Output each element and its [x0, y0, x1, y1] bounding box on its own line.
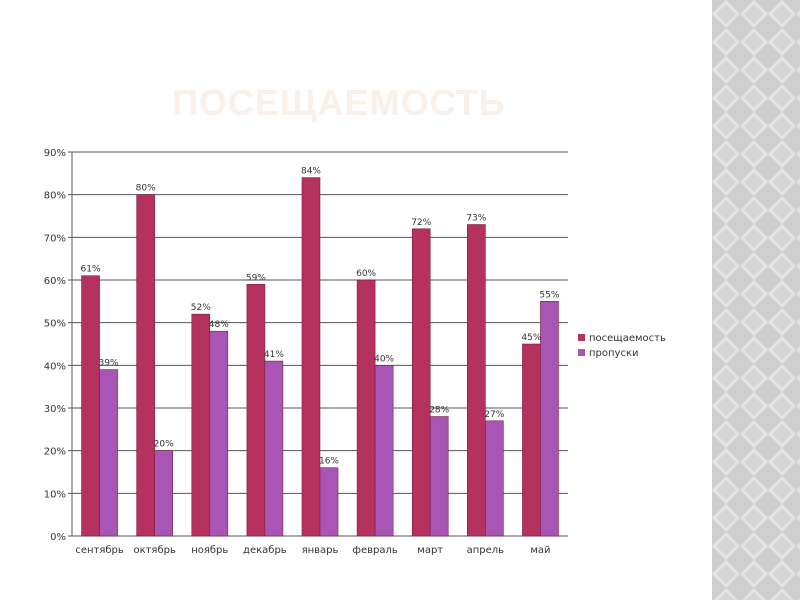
data-label: 16% [319, 457, 339, 467]
bar-absences [99, 369, 118, 537]
data-label: 28% [429, 406, 449, 416]
bar-attendance [191, 313, 211, 537]
data-label: 59% [246, 273, 266, 283]
x-tick-label: апрель [467, 545, 505, 556]
data-label: 84% [301, 167, 321, 177]
bar-absences [264, 360, 284, 537]
bar-chart: 0% 10% 20% 30% 40% 50% 60% 70% 80% 90% 61% 39% 80% 2… [44, 148, 666, 556]
x-tick-label: декабрь [243, 545, 287, 556]
y-tick-label: 0% [50, 532, 66, 543]
bar-absences [319, 467, 339, 537]
data-label: 40% [374, 354, 394, 364]
y-tick-label: 10% [44, 489, 66, 500]
bar-attendance [467, 224, 486, 537]
data-label: 80% [136, 184, 156, 194]
data-label: 52% [191, 303, 211, 313]
x-tick-label: январь [302, 545, 339, 556]
data-label: 73% [466, 214, 486, 224]
x-tick-label: февраль [352, 545, 397, 556]
data-label: 48% [209, 320, 229, 330]
data-label: 41% [264, 350, 284, 360]
data-label: 60% [356, 269, 376, 279]
x-tick-label: октябрь [133, 545, 176, 556]
y-tick-label: 80% [44, 191, 66, 202]
y-tick-label: 20% [44, 447, 66, 458]
bar-attendance [411, 228, 431, 537]
y-tick-label: 50% [44, 319, 66, 330]
bar-attendance [522, 343, 541, 537]
y-tick-label: 40% [44, 361, 66, 372]
y-tick-label: 70% [44, 233, 66, 244]
x-tick-label: май [530, 545, 550, 556]
bar-absences [374, 365, 394, 537]
bar-absences [540, 301, 559, 537]
slide-title: ПОСЕЩАЕМОСТЬ [172, 82, 506, 123]
bar-attendance [81, 275, 100, 537]
bar-attendance [356, 279, 376, 537]
x-tick-label: март [417, 545, 443, 556]
data-label: 39% [99, 359, 119, 369]
bar-absences [154, 450, 173, 537]
side-pattern-decoration [712, 0, 800, 600]
y-tick-label: 30% [44, 404, 66, 415]
legend-label: пропуски [589, 348, 639, 359]
bar-attendance [246, 283, 266, 537]
x-tick-label: сентябрь [75, 545, 124, 556]
y-tick-label: 90% [44, 148, 66, 159]
data-label: 27% [484, 410, 504, 420]
y-tick-label: 60% [44, 276, 66, 287]
data-label: 45% [521, 333, 541, 343]
bar-attendance [301, 177, 321, 537]
bar-absences [485, 420, 504, 537]
data-label: 72% [411, 218, 431, 228]
legend-label: посещаемость [589, 333, 666, 344]
legend-swatch [578, 349, 585, 356]
bar-attendance [136, 194, 155, 537]
bar-absences [429, 416, 449, 537]
legend-swatch [578, 334, 585, 341]
bar-absences [209, 330, 229, 537]
data-label: 61% [81, 265, 101, 275]
data-label: 55% [539, 290, 559, 300]
x-tick-label: ноябрь [191, 545, 228, 556]
data-label: 20% [154, 440, 174, 450]
